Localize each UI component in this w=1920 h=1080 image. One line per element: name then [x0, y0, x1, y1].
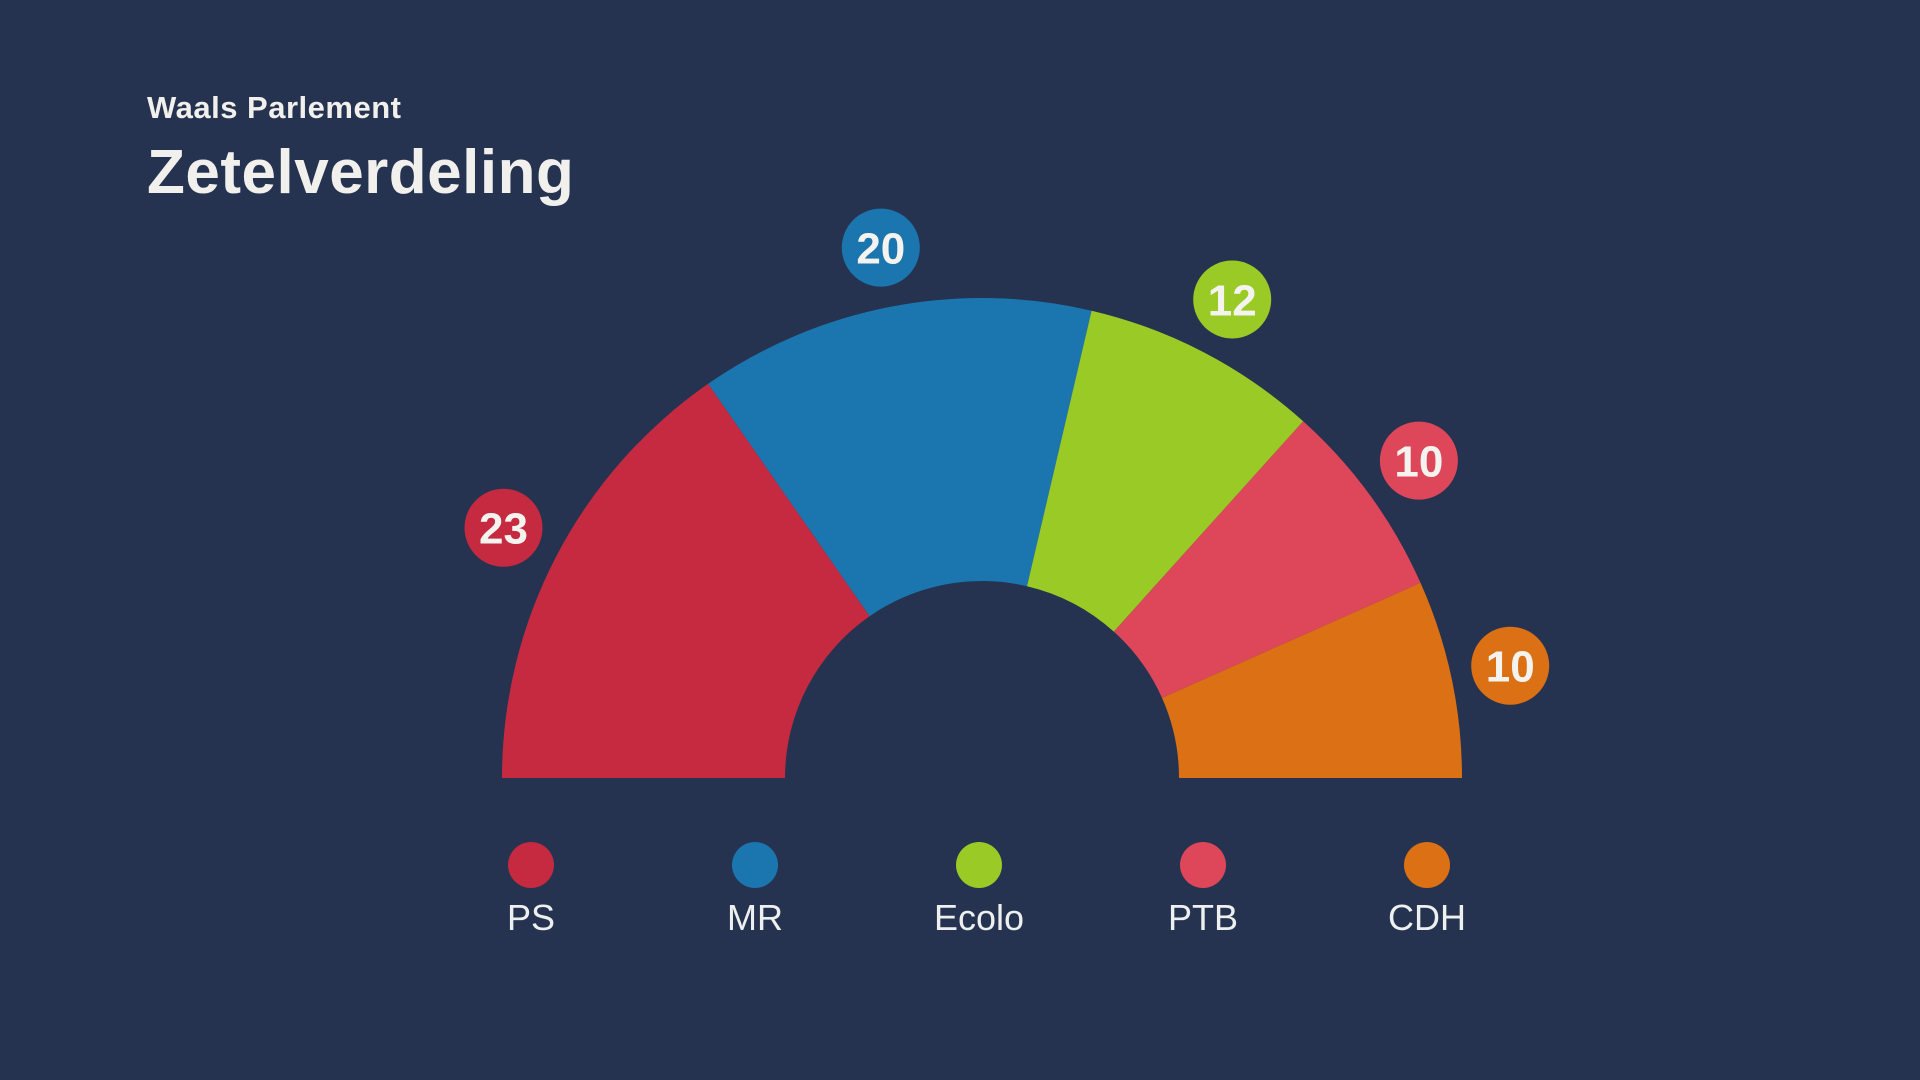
legend-label: Ecolo	[933, 897, 1025, 938]
legend-dot-ps	[508, 842, 554, 888]
segment-ecolo	[1027, 310, 1304, 632]
legend-item-ptb: PTB	[1091, 842, 1315, 938]
seat-count-label: 12	[1208, 276, 1257, 325]
seat-badge-ps	[464, 488, 543, 567]
chart-header: Waals Parlement Zetelverdeling	[147, 90, 574, 204]
legend-item-mr: MR	[643, 842, 867, 938]
legend-dot-ecolo	[956, 842, 1002, 888]
legend-label: PS	[506, 897, 556, 938]
legend: PS MR Ecolo PTB CDH	[419, 842, 1539, 938]
legend-item-ps: PS	[419, 842, 643, 938]
seat-count-label: 23	[479, 505, 528, 554]
legend-label: PTB	[1167, 897, 1238, 938]
seat-badge-ptb	[1379, 421, 1458, 500]
seat-count-label: 10	[1394, 437, 1443, 486]
seat-badge-ecolo	[1193, 260, 1272, 339]
legend-label: MR	[727, 897, 783, 938]
legend-dot-mr	[732, 842, 778, 888]
segment-ptb	[1113, 421, 1421, 698]
segment-ps	[502, 383, 870, 778]
seat-count-label: 20	[856, 224, 905, 273]
seat-badge-cdh	[1471, 626, 1550, 705]
legend-item-cdh: CDH	[1315, 842, 1539, 938]
seat-badge-mr	[841, 208, 920, 287]
legend-label: CDH	[1388, 897, 1466, 938]
seat-count-label: 10	[1486, 643, 1535, 692]
chart-subtitle: Waals Parlement	[147, 90, 402, 125]
legend-dot-ptb	[1180, 842, 1226, 888]
segment-cdh	[1162, 582, 1462, 778]
legend-dot-cdh	[1404, 842, 1450, 888]
legend-item-ecolo: Ecolo	[867, 842, 1091, 938]
page-title: Zetelverdeling	[147, 137, 575, 207]
segment-mr	[708, 298, 1092, 617]
